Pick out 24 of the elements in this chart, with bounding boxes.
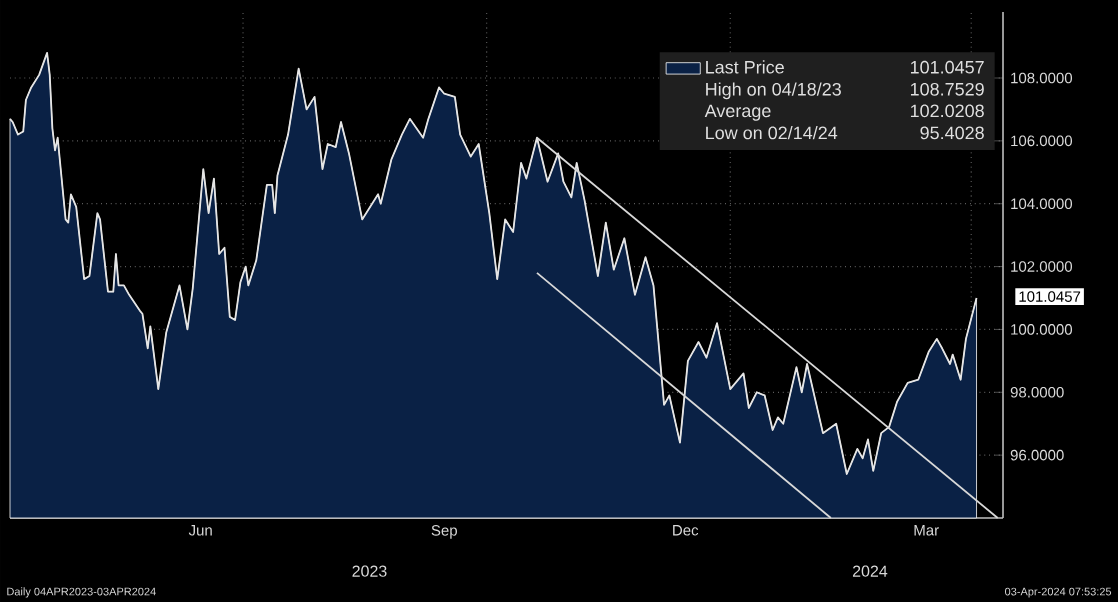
x-tick-label: Jun xyxy=(188,525,212,536)
x-tick-label: Sep xyxy=(431,525,457,539)
annotation: 108.7529 xyxy=(910,82,984,96)
text: Daily 04APR2023-03APR2024 xyxy=(7,587,156,598)
x-tick-label: Mar xyxy=(914,525,939,536)
annotation: 101.0457 xyxy=(1019,291,1081,302)
text: 2024 xyxy=(852,565,888,577)
annotation: Low on 02/14/24 xyxy=(706,126,838,140)
annotation: Average xyxy=(704,104,771,121)
y-tick-label: 98.0000 xyxy=(1010,386,1064,398)
annotation: 95.4028 xyxy=(920,126,984,140)
x-tick-label: Dec xyxy=(673,525,699,536)
y-tick-label: 100.0000 xyxy=(1011,324,1073,335)
y-tick-label: 106.0000 xyxy=(1011,135,1073,147)
annotation: 102.0208 xyxy=(910,104,984,118)
y-tick-label: 108.0000 xyxy=(1011,72,1073,84)
legend-label: Last Price xyxy=(706,60,784,74)
y-tick-label: 96.0000 xyxy=(1010,449,1064,461)
y-tick-label: 102.0000 xyxy=(1011,261,1073,272)
annotation: High on 04/18/23 xyxy=(706,82,841,100)
y-tick-label: 104.0000 xyxy=(1011,198,1073,210)
annotation: 101.0457 xyxy=(910,60,984,74)
text: 2023 xyxy=(352,565,387,577)
text: 03-Apr-2024 07:53:25 xyxy=(1005,587,1112,598)
